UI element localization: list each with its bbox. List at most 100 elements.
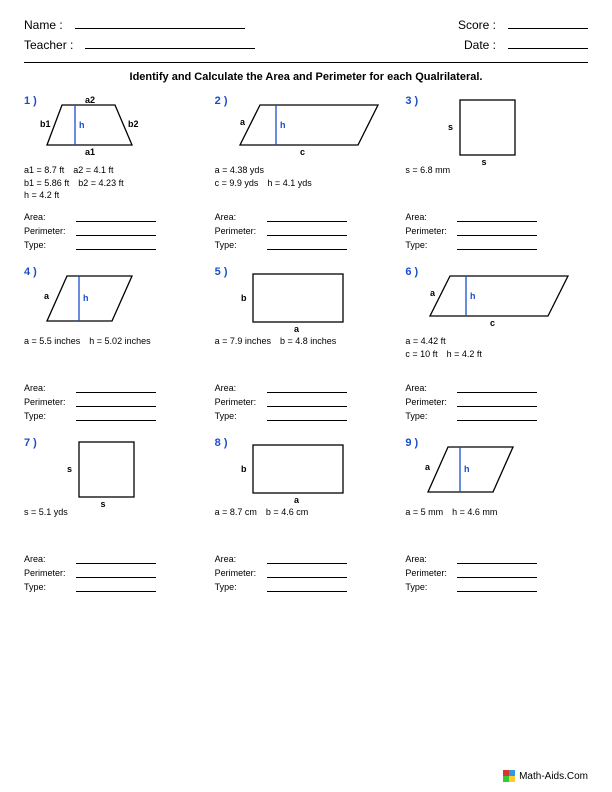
type-blank[interactable]	[267, 240, 347, 250]
problem-number: 7 )	[24, 437, 37, 449]
type-blank[interactable]	[457, 411, 537, 421]
problem-9: 9 ) a h a = 5 mm h = 4.6 mm Area: Perime…	[405, 437, 588, 596]
perimeter-blank[interactable]	[457, 397, 537, 407]
date-blank[interactable]	[508, 48, 588, 49]
type-blank[interactable]	[76, 411, 156, 421]
problem-2: 2 ) a h c a = 4.38 ydsc = 9.9 yds h = 4.…	[215, 95, 398, 254]
area-label: Area:	[24, 383, 76, 393]
type-label: Type:	[215, 240, 267, 250]
given-values: a = 5.5 inches h = 5.02 inches	[24, 335, 207, 375]
footer-logo-icon	[503, 770, 515, 782]
score-label: Score :	[458, 18, 496, 32]
perimeter-blank[interactable]	[76, 226, 156, 236]
instructions: Identify and Calculate the Area and Peri…	[24, 71, 588, 83]
svg-text:h: h	[83, 293, 89, 303]
svg-text:h: h	[79, 120, 85, 130]
given-values: a = 5 mm h = 4.6 mm	[405, 506, 588, 546]
problem-3: 3 ) s s s = 6.8 mm Area: Perimeter: Type…	[405, 95, 588, 254]
type-blank[interactable]	[267, 582, 347, 592]
footer-text: Math-Aids.Com	[519, 771, 588, 782]
answers-block: Area: Perimeter: Type:	[24, 554, 207, 592]
area-blank[interactable]	[457, 554, 537, 564]
given-line: h = 4.2 ft	[24, 189, 207, 202]
answers-block: Area: Perimeter: Type:	[405, 212, 588, 250]
area-blank[interactable]	[76, 383, 156, 393]
header-row-2: Teacher : Date :	[24, 38, 588, 52]
footer: Math-Aids.Com	[503, 770, 588, 782]
svg-text:s: s	[482, 157, 487, 165]
problem-4: 4 ) a h a = 5.5 inches h = 5.02 inches A…	[24, 266, 207, 425]
given-line: a = 5 mm h = 4.6 mm	[405, 506, 588, 519]
score-field: Score :	[458, 18, 588, 32]
given-values: a = 8.7 cm b = 4.6 cm	[215, 506, 398, 546]
svg-text:a: a	[425, 462, 431, 472]
name-blank[interactable]	[75, 28, 245, 29]
svg-text:b: b	[241, 464, 247, 474]
area-label: Area:	[24, 212, 76, 222]
area-label: Area:	[24, 554, 76, 564]
svg-text:c: c	[490, 318, 495, 328]
perimeter-label: Perimeter:	[24, 568, 76, 578]
type-blank[interactable]	[457, 582, 537, 592]
name-field: Name :	[24, 18, 245, 32]
area-blank[interactable]	[267, 383, 347, 393]
teacher-blank[interactable]	[85, 48, 255, 49]
answers-block: Area: Perimeter: Type:	[215, 383, 398, 421]
perimeter-label: Perimeter:	[405, 397, 457, 407]
given-line: a = 5.5 inches h = 5.02 inches	[24, 335, 207, 348]
problem-grid: 1 ) a2 b1 b2 h a1 a1 = 8.7 ft a2 = 4.1 f…	[24, 95, 588, 596]
shape-diagram: a h	[37, 266, 207, 331]
type-blank[interactable]	[76, 582, 156, 592]
area-blank[interactable]	[457, 212, 537, 222]
svg-text:h: h	[464, 464, 470, 474]
perimeter-blank[interactable]	[267, 226, 347, 236]
given-line: c = 10 ft h = 4.2 ft	[405, 348, 588, 361]
svg-text:s: s	[448, 122, 453, 132]
given-line: a = 8.7 cm b = 4.6 cm	[215, 506, 398, 519]
svg-text:a1: a1	[85, 147, 95, 157]
type-blank[interactable]	[457, 240, 537, 250]
svg-text:b: b	[241, 293, 247, 303]
problem-8: 8 ) b a a = 8.7 cm b = 4.6 cm Area: Peri…	[215, 437, 398, 596]
svg-text:a2: a2	[85, 95, 95, 105]
shape-diagram: b a	[228, 266, 398, 331]
teacher-field: Teacher :	[24, 38, 255, 52]
given-line: c = 9.9 yds h = 4.1 yds	[215, 177, 398, 190]
perimeter-blank[interactable]	[267, 568, 347, 578]
perimeter-label: Perimeter:	[215, 226, 267, 236]
perimeter-blank[interactable]	[267, 397, 347, 407]
given-values: a1 = 8.7 ft a2 = 4.1 ftb1 = 5.86 ft b2 =…	[24, 164, 207, 204]
area-label: Area:	[405, 554, 457, 564]
area-blank[interactable]	[76, 554, 156, 564]
perimeter-label: Perimeter:	[215, 568, 267, 578]
type-label: Type:	[215, 411, 267, 421]
svg-text:h: h	[470, 291, 476, 301]
type-label: Type:	[24, 582, 76, 592]
area-label: Area:	[405, 212, 457, 222]
svg-text:a: a	[294, 495, 300, 505]
type-blank[interactable]	[76, 240, 156, 250]
area-blank[interactable]	[267, 212, 347, 222]
area-label: Area:	[215, 554, 267, 564]
perimeter-blank[interactable]	[457, 568, 537, 578]
problem-number: 5 )	[215, 266, 228, 278]
given-line: a = 4.38 yds	[215, 164, 398, 177]
svg-text:b2: b2	[128, 119, 139, 129]
type-blank[interactable]	[267, 411, 347, 421]
shape-diagram: b a	[228, 437, 398, 502]
given-line: s = 5.1 yds	[24, 506, 207, 519]
score-blank[interactable]	[508, 28, 588, 29]
area-blank[interactable]	[267, 554, 347, 564]
perimeter-label: Perimeter:	[405, 568, 457, 578]
given-values: a = 4.38 ydsc = 9.9 yds h = 4.1 yds	[215, 164, 398, 204]
type-label: Type:	[405, 411, 457, 421]
shape-diagram: s s	[418, 95, 588, 160]
area-blank[interactable]	[76, 212, 156, 222]
perimeter-label: Perimeter:	[24, 226, 76, 236]
perimeter-label: Perimeter:	[24, 397, 76, 407]
area-blank[interactable]	[457, 383, 537, 393]
perimeter-blank[interactable]	[76, 397, 156, 407]
problem-number: 3 )	[405, 95, 418, 107]
perimeter-blank[interactable]	[76, 568, 156, 578]
perimeter-blank[interactable]	[457, 226, 537, 236]
